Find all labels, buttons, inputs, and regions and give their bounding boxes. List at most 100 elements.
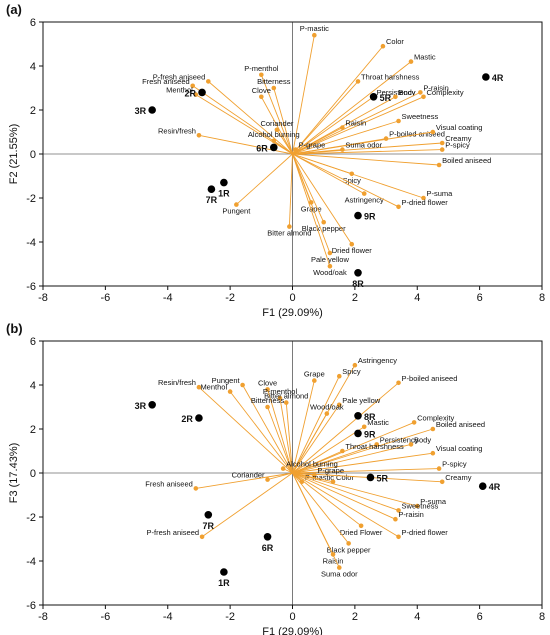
- panel-b-x-tick-label: 0: [289, 611, 295, 623]
- panel-a-vector-point-bitter-almond: [287, 224, 292, 229]
- panel-b-vector-sweetness: [292, 472, 399, 511]
- panel-a-vector-label-bitterness: Bitterness: [257, 77, 291, 86]
- panel-b-vector-label-p-fresh-aniseed: P-fresh aniseed: [147, 528, 200, 537]
- panel-b-y-tick-label: -6: [26, 600, 36, 612]
- panel-b-vector-clove: [267, 389, 293, 474]
- panel-a-vector-label-menthol: Menthol: [166, 86, 193, 95]
- panel-a-vector-alcohol-burning: [273, 140, 293, 155]
- panel-a-vector-p-dried-flower: [292, 153, 399, 208]
- panel-a-vector-point-astringency: [361, 191, 367, 196]
- panel-a-vector-point-wood-oak: [327, 263, 333, 269]
- panel-a-vector-label-p-fresh-aniseed: P-fresh aniseed: [153, 72, 206, 81]
- panel-a-vector-label-p-grape: P-grape: [299, 141, 326, 150]
- panel-a-y-tick-label: -6: [26, 281, 36, 293]
- panel-a-x-tick-label: -2: [225, 292, 235, 304]
- panel-a-vector-label-pungent: Pungent: [222, 207, 251, 216]
- panel-a-vector-point-coriander: [274, 127, 280, 133]
- panel-a-label: (a): [6, 2, 22, 17]
- panel-a-vector-label-fresh-aniseed: Fresh aniseed: [142, 77, 190, 86]
- panel-b-vector-label-suma-odor: Suma odor: [321, 570, 358, 579]
- panel-a-sample-point-6r: [269, 143, 278, 152]
- panel-a-y-tick-label: -4: [26, 237, 36, 249]
- panel-a-vector-point-p-raisin: [418, 90, 423, 95]
- panel-a-x-axis-title: F1 (29.09%): [262, 307, 323, 319]
- panel-b-vector-point-alcohol-burning: [280, 466, 286, 471]
- panel-a-vector-p-raisin: [292, 91, 421, 155]
- panel-a-vector-label-throat-harshness: Throat harshness: [361, 72, 420, 81]
- panel-b-vector-dried-flower: [292, 472, 362, 527]
- panel-a-x-tick-label: 6: [477, 292, 483, 304]
- panel-b-vector-point-sweetness: [396, 508, 401, 513]
- panel-a-sample-label-8r: 8R: [352, 279, 364, 289]
- panel-b-vector-point-resin-fresh: [196, 384, 202, 390]
- panel-b-vector-visual-coating: [292, 452, 433, 474]
- panel-b-vector-mastic: [292, 426, 365, 474]
- panel-a-sample-point-3r: [148, 106, 156, 114]
- panel-a-vector-complexity: [292, 96, 424, 155]
- panel-a-y-axis-title: F2 (21.55%): [8, 124, 20, 185]
- panel-b-y-axis-title: F3 (17.43%): [8, 443, 20, 504]
- panel-b-vector-label-p-grape: P-grape: [317, 466, 344, 475]
- panel-a-vector-throat-harshness: [292, 81, 359, 155]
- panel-a-vector-point-alcohol-burning: [271, 138, 277, 144]
- panel-a-vector-point-complexity: [421, 94, 426, 100]
- panel-b-sample-label-3r: 3R: [135, 401, 147, 411]
- panel-a-vector-point-p-mastic: [312, 32, 317, 38]
- panel-b-vector-point-coriander: [265, 477, 270, 482]
- panel-a-vector-label-p-raisin: P-raisin: [423, 83, 448, 92]
- panel-a-vector-point-p-menthol: [259, 72, 264, 78]
- panel-a-vector-raisin: [292, 127, 343, 155]
- panel-a-vector-point-body: [393, 94, 398, 100]
- panel-b-sample-label-2r: 2R: [181, 414, 193, 424]
- panel-a-vector-astringency: [292, 153, 365, 194]
- panel-b-sample-point-5r: [366, 473, 375, 482]
- panel-a-vector-label-p-mastic: P-mastic: [300, 24, 329, 33]
- panel-a-vector-point-raisin: [340, 125, 345, 130]
- panel-a-vector-menthol: [195, 94, 293, 155]
- panel-a-vector-point-p-boiled-aniseed: [383, 136, 389, 141]
- panel-a-sample-label-2r: 2R: [185, 88, 197, 98]
- panel-b-vector-throat-harshness: [292, 450, 343, 474]
- panel-b-vector-point-spicy: [336, 373, 342, 379]
- panel-b-vector-label-menthol: Menthol: [200, 383, 227, 392]
- panel-b-vector-label-body: Body: [414, 435, 431, 444]
- panel-b-y-tick-label: -4: [26, 556, 36, 568]
- panel-b-vector-label-bitter-almond: Bitter almond: [264, 392, 308, 401]
- panel-a-vector-resin-fresh: [198, 134, 293, 155]
- panel-b-vector-point-visual-coating: [430, 450, 436, 456]
- panel-b-vector-point-suma-odor: [336, 565, 342, 570]
- panel-b-x-tick-label: -8: [38, 611, 48, 623]
- panel-b-vector-point-pungent: [240, 382, 245, 388]
- panel-a-vector-point-clove: [259, 94, 264, 100]
- panel-b-vector-label-mastic: Mastic: [367, 418, 389, 427]
- panel-a-vector-label-p-spicy: P-spicy: [445, 141, 470, 150]
- panel-a-vector-black-pepper: [292, 153, 325, 223]
- panel-a-x-tick-label: 0: [289, 292, 295, 304]
- panel-b-vector-p-dried-flower: [292, 472, 399, 538]
- panel-a-vector-label-mastic: Mastic: [414, 53, 436, 62]
- panel-b-vector-label-grape: Grape: [304, 370, 325, 379]
- panel-b-vector-point-p-menthol: [277, 395, 283, 401]
- panel-b-vector-label-alcohol-burning: Alcohol burning: [286, 460, 338, 469]
- panel-a-vector-point-throat-harshness: [355, 79, 361, 84]
- panel-a-x-tick-label: 4: [414, 292, 420, 304]
- panel-b-vector-wood-oak: [292, 413, 328, 474]
- panel-a-vector-boiled-aniseed: [292, 153, 440, 166]
- panel-a-vector-label-black-pepper: Black pepper: [302, 224, 346, 233]
- panel-b-sample-point-8r: [354, 412, 362, 420]
- panel-b-vector-label-dried-flower: Dried Flower: [340, 528, 383, 537]
- panel-b-vector-point-color: [330, 479, 336, 485]
- panel-a-vector-suma-odor: [292, 149, 343, 155]
- panel-a-y-tick-label: 0: [30, 149, 36, 161]
- panel-a-sample-label-9r: 9R: [364, 212, 376, 222]
- panel-a-vector-label-coriander: Coriander: [260, 119, 293, 128]
- panel-b-vector-label-color: Color: [336, 473, 354, 482]
- panel-b-vector-body: [292, 443, 412, 474]
- panel-b-vector-grape: [292, 380, 315, 474]
- panel-a-sample-label-1r: 1R: [218, 189, 230, 199]
- panel-a-sample-label-3r: 3R: [135, 106, 147, 116]
- panel-b-vector-boiled-aniseed: [292, 428, 433, 474]
- panel-a-vector-pungent: [236, 153, 293, 205]
- panel-a-vector-label-visual-coating: Visual coating: [436, 123, 483, 132]
